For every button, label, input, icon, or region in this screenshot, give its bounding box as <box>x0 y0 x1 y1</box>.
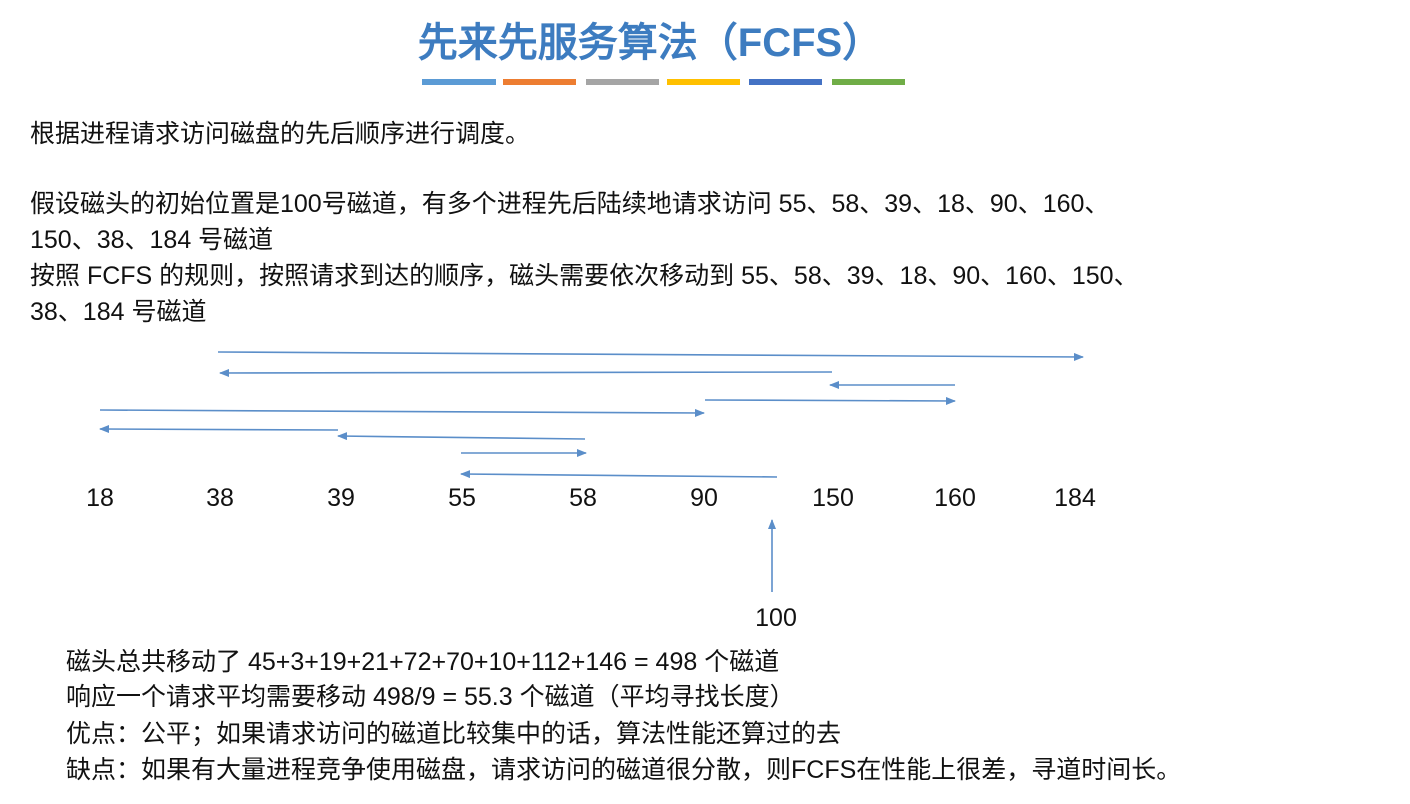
slide-title: 先来先服务算法（FCFS） <box>418 21 882 65</box>
summary-line: 响应一个请求平均需要移动 498/9 = 55.3 个磁道（平均寻找长度） <box>66 683 795 711</box>
track-label: 184 <box>1054 484 1096 512</box>
track-labels: 18 38 39 55 58 90 150 160 184 <box>86 484 1096 512</box>
summary-line: 磁头总共移动了 45+3+19+21+72+70+10+112+146 = 49… <box>66 648 779 676</box>
seek-arrows <box>99 351 1084 592</box>
track-label: 90 <box>690 484 718 512</box>
description-line: 假设磁头的初始位置是100号磁道，有多个进程先后陆续地请求访问 55、58、39… <box>30 190 1109 218</box>
title-underline <box>422 79 905 85</box>
description-line: 按照 FCFS 的规则，按照请求到达的顺序，磁头需要依次移动到 55、58、39… <box>30 262 1139 290</box>
track-label: 38 <box>206 484 234 512</box>
summary-line: 缺点：如果有大量进程竞争使用磁盘，请求访问的磁道很分散，则FCFS在性能上很差，… <box>66 756 1181 784</box>
track-label: 150 <box>812 484 854 512</box>
intro-text: 根据进程请求访问磁盘的先后顺序进行调度。 <box>30 120 530 148</box>
summary-line: 优点：公平；如果请求访问的磁道比较集中的话，算法性能还算过的去 <box>66 720 841 748</box>
track-label: 58 <box>569 484 597 512</box>
description-line: 38、184 号磁道 <box>30 298 206 326</box>
track-label: 39 <box>327 484 355 512</box>
start-track-label: 100 <box>755 604 797 632</box>
track-label: 55 <box>448 484 476 512</box>
track-label: 18 <box>86 484 114 512</box>
description-line: 150、38、184 号磁道 <box>30 226 273 254</box>
track-label: 160 <box>934 484 976 512</box>
